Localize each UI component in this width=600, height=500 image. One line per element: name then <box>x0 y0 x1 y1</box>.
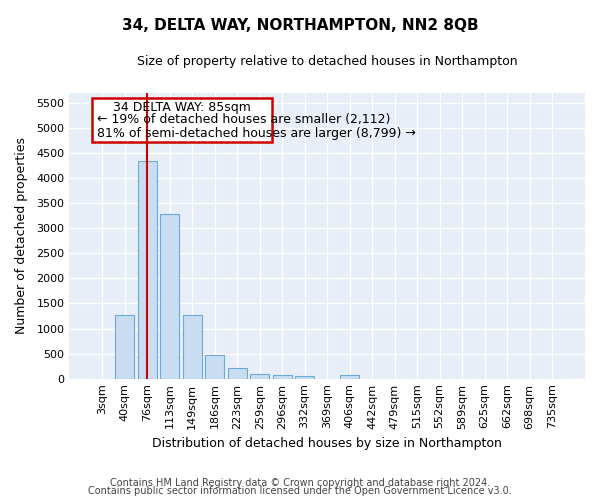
Y-axis label: Number of detached properties: Number of detached properties <box>15 137 28 334</box>
Text: 81% of semi-detached houses are larger (8,799) →: 81% of semi-detached houses are larger (… <box>97 126 416 140</box>
Bar <box>115 315 134 378</box>
Bar <box>295 376 314 378</box>
Title: Size of property relative to detached houses in Northampton: Size of property relative to detached ho… <box>137 55 517 68</box>
Bar <box>205 354 224 378</box>
Text: ← 19% of detached houses are smaller (2,112): ← 19% of detached houses are smaller (2,… <box>97 114 390 126</box>
Text: 34, DELTA WAY, NORTHAMPTON, NN2 8QB: 34, DELTA WAY, NORTHAMPTON, NN2 8QB <box>122 18 478 32</box>
Text: Contains public sector information licensed under the Open Government Licence v3: Contains public sector information licen… <box>88 486 512 496</box>
Text: Contains HM Land Registry data © Crown copyright and database right 2024.: Contains HM Land Registry data © Crown c… <box>110 478 490 488</box>
Bar <box>227 368 247 378</box>
Bar <box>272 375 292 378</box>
Bar <box>160 214 179 378</box>
Bar <box>92 98 272 142</box>
Bar <box>250 374 269 378</box>
Bar <box>138 162 157 378</box>
Text: 34 DELTA WAY: 85sqm: 34 DELTA WAY: 85sqm <box>113 101 251 114</box>
Bar <box>182 315 202 378</box>
X-axis label: Distribution of detached houses by size in Northampton: Distribution of detached houses by size … <box>152 437 502 450</box>
Bar <box>340 376 359 378</box>
